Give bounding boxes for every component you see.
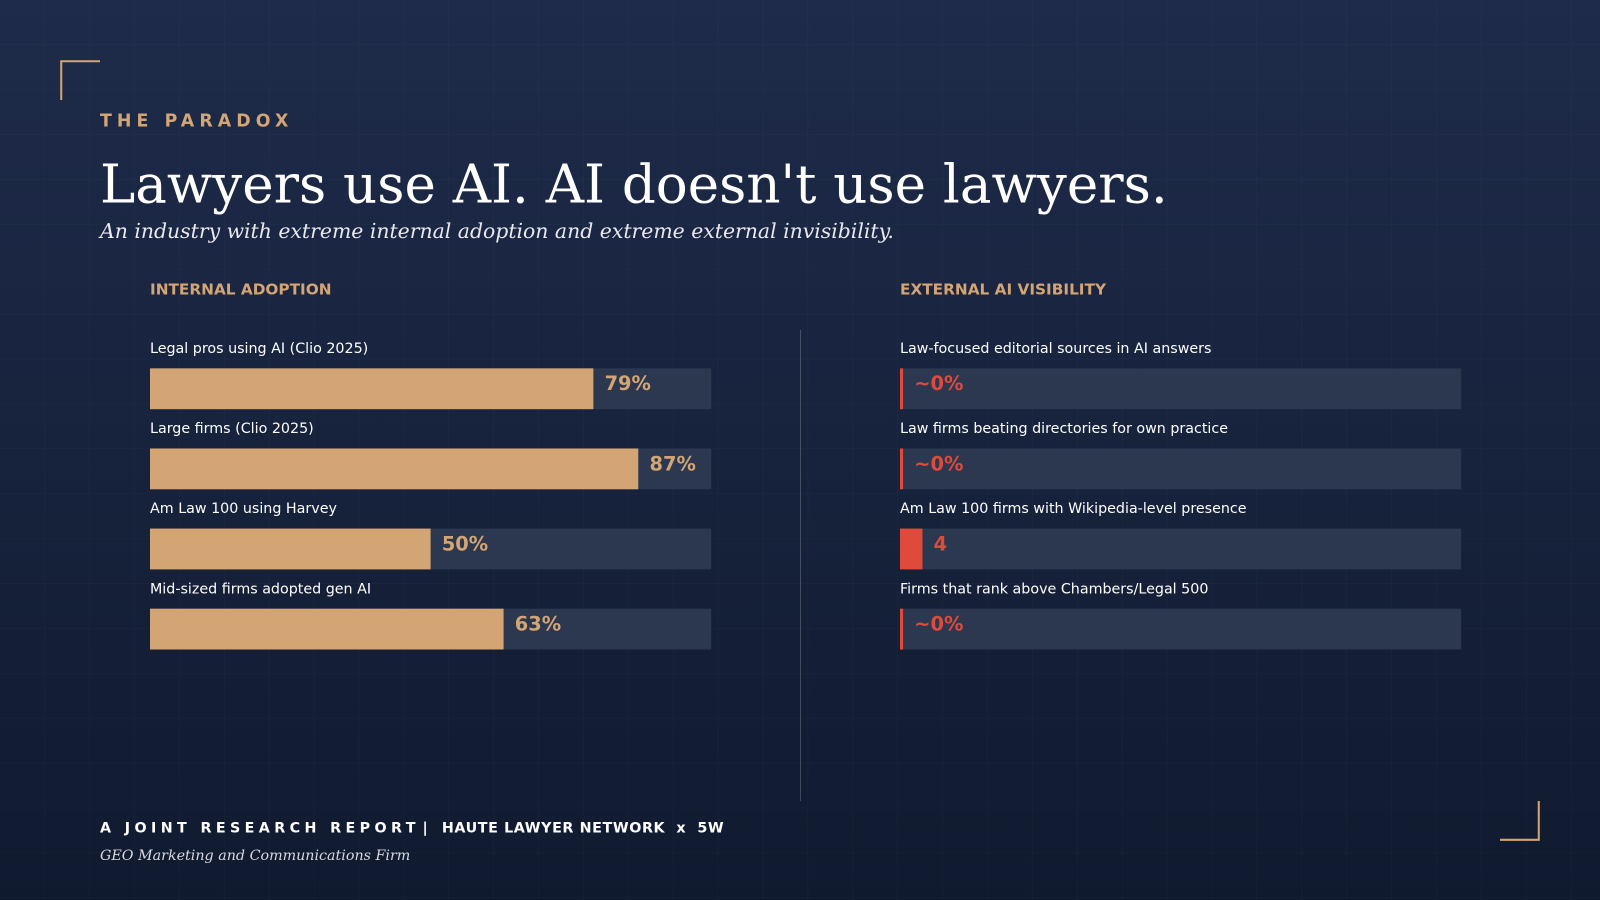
category-label: Law firms beating directories for own pr… [900,421,1228,437]
corner-bracket [60,60,100,100]
bar [150,608,504,650]
value-label: 4 [934,532,947,555]
chart-title: INTERNAL ADOPTION [150,280,332,298]
bar [900,368,904,410]
bar [900,448,904,490]
category-label: Legal pros using AI (Clio 2025) [150,341,368,357]
kicker: THE PARADOX [100,111,293,131]
bar [150,528,431,570]
chart-title: EXTERNAL AI VISIBILITY [900,280,1107,298]
bar [900,608,904,650]
category-label: Am Law 100 using Harvey [150,501,337,517]
category-label: Am Law 100 firms with Wikipedia-level pr… [900,501,1247,517]
value-label: 50% [442,532,488,555]
category-label: Large firms (Clio 2025) [150,421,314,437]
title: Lawyers use AI. AI doesn't use lawyers. [100,153,1168,215]
value-label: ~0% [914,372,963,395]
corner-bracket [1500,801,1540,841]
bar-track [900,448,1462,490]
bar [150,368,594,410]
category-label: Law-focused editorial sources in AI answ… [900,341,1211,357]
footer-separator: | [422,821,427,837]
footer-report: A JOINT RESEARCH REPORT [100,821,420,837]
bar-track [900,528,1462,570]
bar [150,448,639,490]
category-label: Mid-sized firms adopted gen AI [150,581,371,597]
value-label: 79% [605,372,651,395]
bar-track [900,608,1462,650]
value-label: ~0% [914,613,963,636]
value-label: 87% [649,452,695,475]
subtitle: An industry with extreme internal adopti… [98,219,894,243]
category-label: Firms that rank above Chambers/Legal 500 [900,581,1208,597]
bar [900,528,923,570]
value-label: 63% [515,613,561,636]
footer-tagline: GEO Marketing and Communications Firm [100,848,410,864]
bar-track [900,368,1462,410]
footer-partners: HAUTE LAWYER NETWORK x 5W [442,821,724,837]
value-label: ~0% [914,452,963,475]
